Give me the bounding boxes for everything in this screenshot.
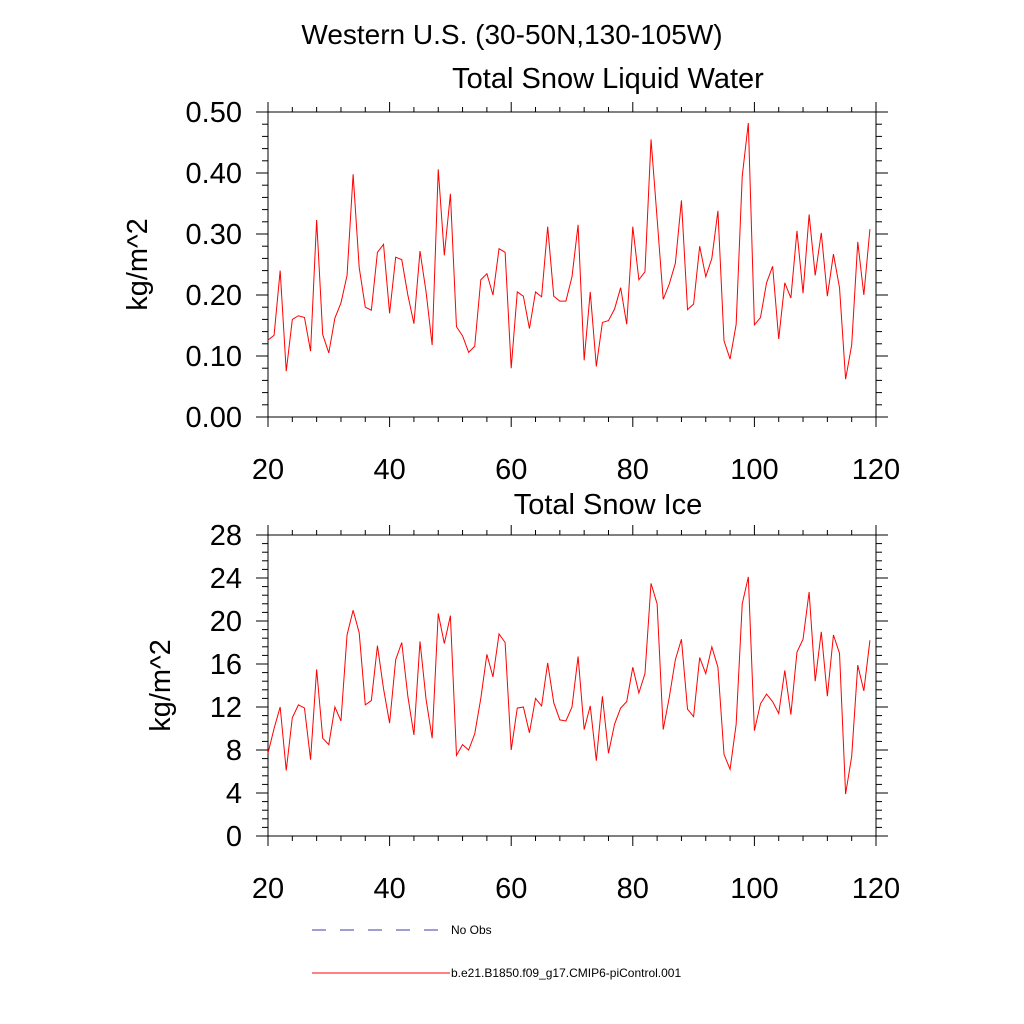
y-tick-label-snow-ice: 16 xyxy=(210,649,242,681)
y-axis-label-liquid-water: kg/m^2 xyxy=(122,218,154,311)
x-tick-label-snow-ice: 60 xyxy=(495,873,527,905)
y-tick-label-snow-ice: 0 xyxy=(226,821,242,853)
x-tick-label-snow-ice: 120 xyxy=(852,873,900,905)
x-tick-label-liquid-water: 20 xyxy=(252,454,284,486)
y-tick-label-liquid-water: 0.50 xyxy=(186,97,242,129)
y-tick-label-snow-ice: 24 xyxy=(210,563,242,595)
y-tick-label-snow-ice: 20 xyxy=(210,606,242,638)
y-tick-label-snow-ice: 28 xyxy=(210,520,242,552)
y-tick-label-liquid-water: 0.20 xyxy=(186,280,242,312)
y-tick-label-liquid-water: 0.00 xyxy=(186,402,242,434)
plot-frame-snow-ice xyxy=(267,534,877,837)
y-tick-label-snow-ice: 12 xyxy=(210,692,242,724)
panel-snow-liquid-water: Total Snow Liquid Water 20 40 60 80 100 120 0.0… xyxy=(122,63,900,486)
series-line-snow-ice xyxy=(267,576,871,795)
legend-label-no-obs: No Obs xyxy=(451,923,492,937)
plot-frame-liquid-water xyxy=(267,111,877,418)
x-tick-label-snow-ice: 100 xyxy=(730,873,778,905)
x-tick-label-snow-ice: 40 xyxy=(373,873,405,905)
y-tick-label-snow-ice: 4 xyxy=(226,778,242,810)
series-line-liquid-water xyxy=(267,122,871,380)
x-tick-label-liquid-water: 60 xyxy=(495,454,527,486)
legend-label-model: b.e21.B1850.f09_g17.CMIP6-piControl.001 xyxy=(451,966,681,980)
y-axis-label-snow-ice: kg/m^2 xyxy=(145,639,177,732)
x-tick-label-liquid-water: 40 xyxy=(373,454,405,486)
chart-title-snow-ice: Total Snow Ice xyxy=(514,489,703,521)
y-tick-label-liquid-water: 0.10 xyxy=(186,341,242,373)
x-tick-label-liquid-water: 80 xyxy=(617,454,649,486)
x-tick-label-snow-ice: 80 xyxy=(617,873,649,905)
panel-snow-ice: Total Snow Ice 20 40 60 80 100 120 0 4 8 12 16 20 24 2… xyxy=(145,489,900,905)
x-tick-label-liquid-water: 100 xyxy=(730,454,778,486)
figure-suptitle: Western U.S. (30-50N,130-105W) xyxy=(301,19,722,50)
y-tick-label-liquid-water: 0.30 xyxy=(186,219,242,251)
x-tick-label-liquid-water: 120 xyxy=(852,454,900,486)
chart-title-liquid-water: Total Snow Liquid Water xyxy=(452,63,764,95)
y-tick-label-liquid-water: 0.40 xyxy=(186,158,242,190)
x-tick-label-snow-ice: 20 xyxy=(252,873,284,905)
legend: No Obs b.e21.B1850.f09_g17.CMIP6-piContr… xyxy=(312,923,681,980)
y-tick-label-snow-ice: 8 xyxy=(226,735,242,767)
